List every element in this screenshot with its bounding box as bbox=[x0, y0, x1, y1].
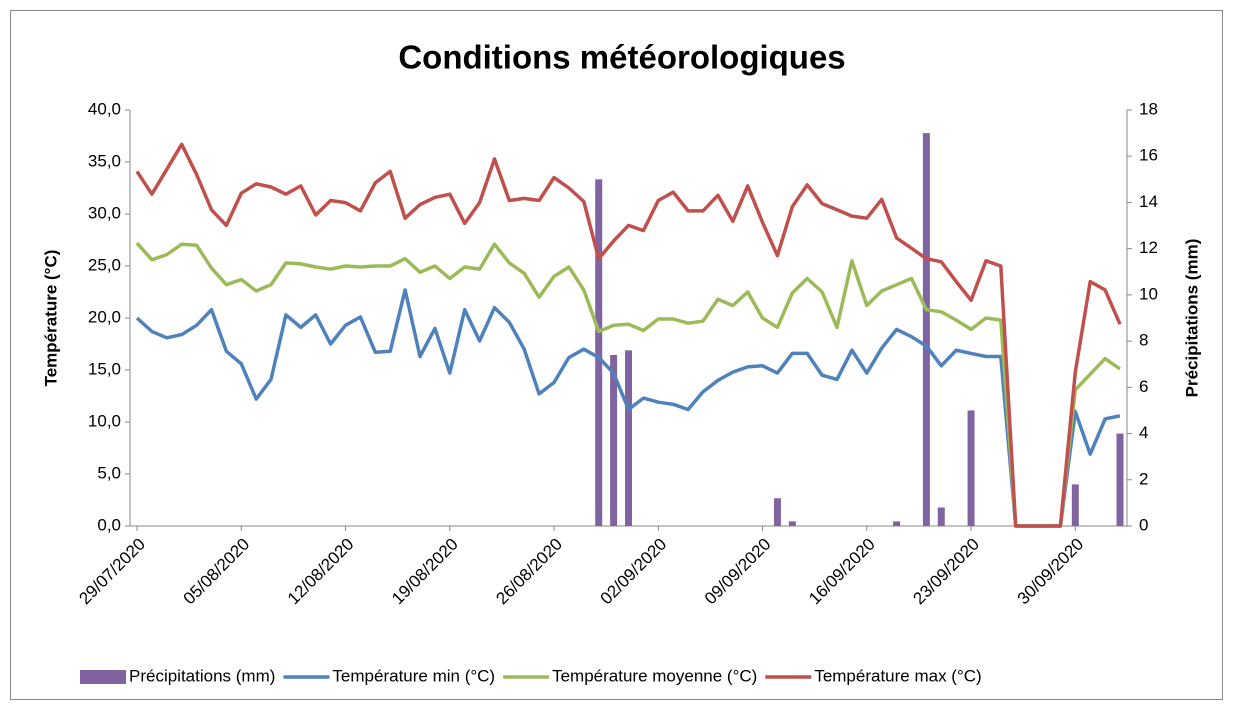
legend-label: Température moyenne (°C) bbox=[552, 666, 757, 685]
bar bbox=[937, 507, 945, 526]
y-tick-label: 0,0 bbox=[97, 515, 121, 534]
chart-title: Conditions météorologiques bbox=[398, 39, 845, 76]
line bbox=[135, 288, 1121, 528]
y2-tick-label: 2 bbox=[1139, 469, 1148, 488]
y-tick-label: 10,0 bbox=[88, 411, 121, 430]
legend-label: Température min (°C) bbox=[332, 666, 495, 685]
bar bbox=[922, 133, 930, 526]
y2-tick-label: 10 bbox=[1139, 284, 1158, 303]
bar bbox=[1071, 484, 1079, 526]
bar bbox=[610, 354, 618, 526]
y2-tick-label: 16 bbox=[1139, 146, 1158, 165]
bar bbox=[625, 350, 632, 526]
legend-label: Précipitations (mm) bbox=[129, 666, 275, 685]
bar bbox=[967, 410, 975, 526]
legend-label: Température max (°C) bbox=[814, 666, 981, 685]
bar bbox=[1116, 433, 1124, 526]
y-tick-label: 40,0 bbox=[88, 99, 121, 118]
y2-tick-label: 18 bbox=[1139, 99, 1158, 118]
y-tick-label: 20,0 bbox=[88, 307, 121, 326]
y2-tick-label: 12 bbox=[1139, 238, 1158, 257]
y-tick-label: 30,0 bbox=[88, 203, 121, 222]
line bbox=[135, 241, 1122, 528]
y-tick-label: 35,0 bbox=[88, 151, 121, 170]
bar bbox=[788, 521, 796, 526]
bar bbox=[595, 179, 603, 527]
y2-tick-label: 4 bbox=[1139, 423, 1148, 442]
y-tick-label: 15,0 bbox=[88, 359, 121, 378]
y-axis-label: Température (°C) bbox=[41, 250, 60, 387]
legend-swatch bbox=[80, 670, 126, 684]
y2-tick-label: 14 bbox=[1139, 192, 1158, 211]
y2-tick-label: 6 bbox=[1139, 377, 1148, 396]
y-tick-label: 25,0 bbox=[88, 255, 121, 274]
bar bbox=[773, 498, 781, 526]
y2-tick-label: 0 bbox=[1139, 515, 1148, 534]
bar bbox=[893, 521, 901, 526]
y2-axis-label: Précipitations (mm) bbox=[1182, 239, 1201, 398]
y-tick-label: 5,0 bbox=[97, 463, 121, 482]
y2-tick-label: 8 bbox=[1139, 331, 1148, 350]
line bbox=[135, 142, 1122, 528]
